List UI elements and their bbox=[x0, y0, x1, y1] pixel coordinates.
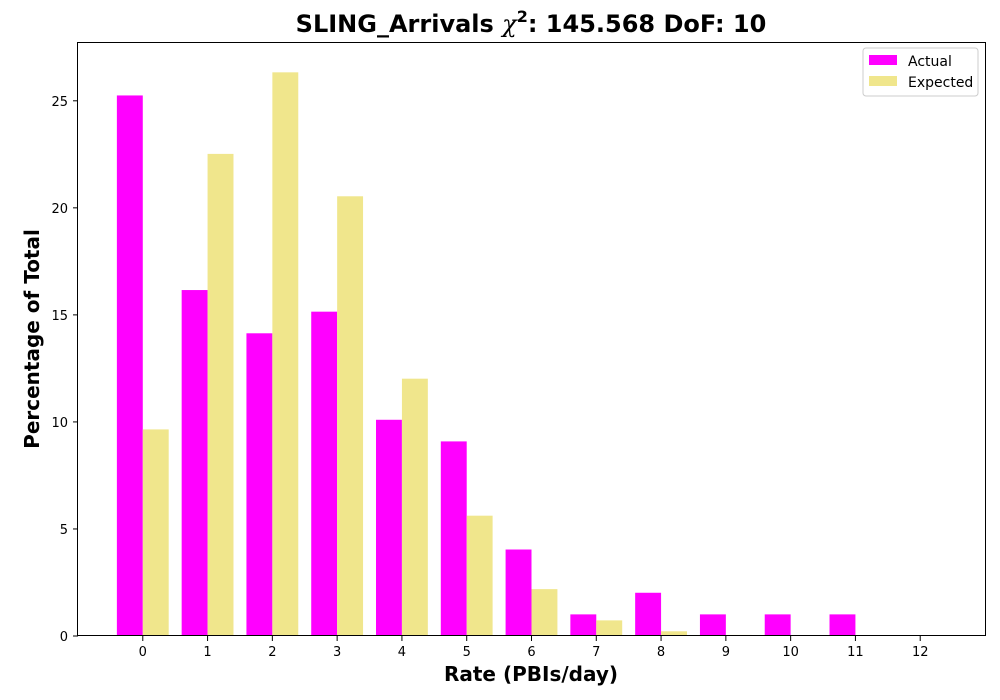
y-tick-label: 15 bbox=[51, 309, 68, 324]
legend-swatch-expected bbox=[869, 76, 897, 86]
legend-swatch-actual bbox=[869, 55, 897, 65]
legend: Actual Expected bbox=[862, 47, 979, 97]
chart-title-prefix: SLING_Arrivals bbox=[296, 10, 502, 38]
x-tick-label: 4 bbox=[398, 645, 406, 660]
bar-actual-9 bbox=[699, 614, 726, 636]
bar-actual-4 bbox=[376, 419, 402, 636]
bar-actual-1 bbox=[181, 290, 208, 636]
legend-label-actual: Actual bbox=[908, 54, 952, 70]
x-tick-label: 3 bbox=[333, 645, 341, 660]
x-tick-label: 10 bbox=[782, 645, 799, 660]
bar-actual-2 bbox=[246, 333, 273, 636]
bar-expected-3 bbox=[337, 196, 364, 636]
y-tick-label: 20 bbox=[51, 202, 68, 217]
bar-expected-2 bbox=[272, 72, 299, 636]
y-tick-label: 10 bbox=[51, 416, 68, 431]
chart-title-exponent: 2 bbox=[517, 7, 528, 26]
y-axis-label: Percentage of Total bbox=[20, 229, 44, 449]
chart-title: SLING_Arrivals χ2: 145.568 DoF: 10 bbox=[296, 7, 767, 38]
x-tick-label: 8 bbox=[657, 645, 665, 660]
bar-expected-7 bbox=[596, 620, 623, 636]
bar-actual-11 bbox=[829, 614, 856, 636]
bar-actual-3 bbox=[311, 311, 338, 636]
x-tick-label: 2 bbox=[268, 645, 276, 660]
legend-label-expected: Expected bbox=[908, 75, 973, 91]
x-tick-label: 5 bbox=[463, 645, 471, 660]
x-tick-label: 7 bbox=[592, 645, 600, 660]
x-tick-label: 9 bbox=[722, 645, 730, 660]
bar-actual-5 bbox=[440, 441, 467, 636]
x-tick-label: 11 bbox=[847, 645, 864, 660]
bar-expected-6 bbox=[531, 589, 558, 636]
bar-expected-5 bbox=[466, 515, 493, 636]
y-ticks-group: 0 5 10 15 20 25 bbox=[51, 95, 78, 645]
bar-expected-1 bbox=[207, 153, 234, 636]
bar-expected-8 bbox=[661, 631, 687, 636]
bar-actual-6 bbox=[505, 549, 532, 636]
x-tick-label: 1 bbox=[203, 645, 211, 660]
bar-actual-0 bbox=[116, 95, 143, 636]
y-tick-label: 5 bbox=[60, 523, 68, 538]
x-axis-label: Rate (PBIs/day) bbox=[444, 662, 618, 686]
y-tick-label: 25 bbox=[51, 95, 68, 110]
x-tick-label: 12 bbox=[912, 645, 929, 660]
bar-actual-8 bbox=[635, 592, 662, 636]
bars-group bbox=[116, 72, 856, 636]
x-tick-label: 6 bbox=[527, 645, 535, 660]
x-ticks-group: 0 1 2 3 4 5 6 7 8 9 10 11 12 bbox=[139, 636, 929, 660]
chart-title-chi: χ bbox=[500, 10, 518, 38]
plot-frame bbox=[77, 42, 986, 636]
x-tick-label: 0 bbox=[139, 645, 147, 660]
bar-expected-4 bbox=[401, 378, 428, 636]
y-tick-label: 0 bbox=[60, 630, 68, 645]
chart-title-suffix: : 145.568 DoF: 10 bbox=[528, 10, 766, 38]
bar-actual-10 bbox=[764, 614, 791, 636]
bar-expected-0 bbox=[142, 429, 169, 636]
bar-actual-7 bbox=[570, 614, 597, 636]
